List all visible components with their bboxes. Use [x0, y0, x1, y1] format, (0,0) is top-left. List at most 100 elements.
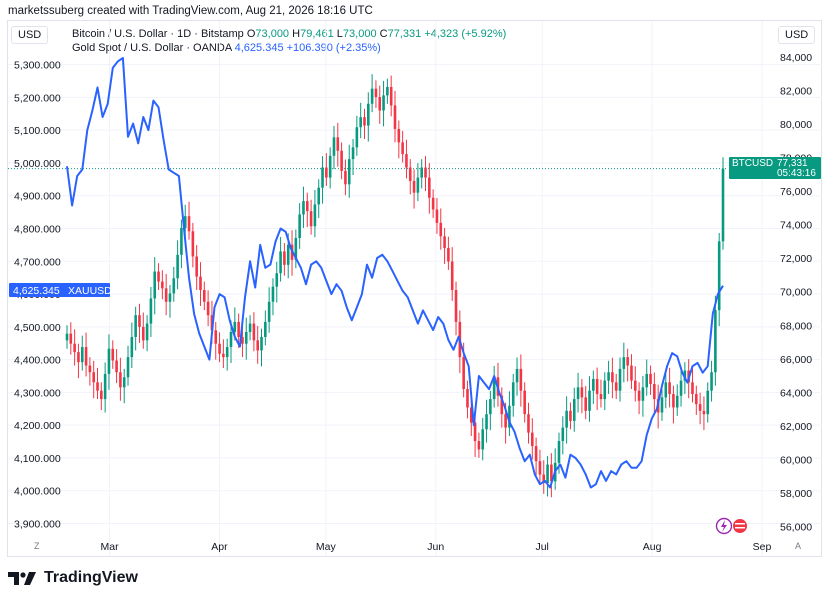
- flag-stripe-icon: [735, 523, 745, 525]
- btc-candle-body: [199, 276, 202, 291]
- btc-candle-body: [92, 372, 95, 383]
- btc-candle-body: [584, 397, 587, 411]
- btc-candle-body: [103, 373, 107, 400]
- xauusd-tag-value: 4,625.345: [13, 285, 60, 297]
- btc-candle-body: [229, 331, 233, 348]
- btc-candle-body: [325, 167, 328, 178]
- btc-candle-body: [439, 222, 443, 237]
- btc-candle-body: [115, 360, 118, 373]
- btc-symbol-name: Bitcoin / U.S. Dollar · 1D · Bitstamp: [72, 28, 244, 40]
- right-axis-tick-label: 66,000: [780, 354, 812, 366]
- btcusd-tag-value: 77,331: [777, 158, 808, 169]
- btc-candle-body: [420, 167, 423, 178]
- btc-candle-body: [435, 209, 439, 223]
- left-axis-tick-label: 4,300.000: [14, 387, 61, 399]
- left-axis-tick-label: 4,800.000: [14, 223, 61, 235]
- gold-legend-row[interactable]: Gold Spot / U.S. Dollar · OANDA 4,625.34…: [72, 41, 506, 55]
- btc-candle-body: [321, 167, 324, 188]
- btc-candle-body: [473, 422, 477, 442]
- time-axis-label: May: [316, 541, 337, 553]
- btc-candle-body: [477, 441, 481, 450]
- right-axis-tick-label: 64,000: [780, 387, 812, 399]
- left-axis-tick-label: 4,700.000: [14, 256, 61, 268]
- btc-candle-body: [279, 251, 282, 274]
- btc-candle-body: [69, 333, 73, 344]
- xauusd-tag-label: XAUUSD: [68, 285, 112, 297]
- left-price-axis: 5,300.000 5,200.000 5,100.000 5,000.000 4,90…: [14, 60, 61, 531]
- us-flag-event-icon: [732, 518, 748, 534]
- btc-candle-body: [611, 372, 614, 383]
- btc-candle-body: [431, 197, 435, 210]
- chart-frame[interactable]: [7, 20, 822, 557]
- btc-candle-body: [717, 241, 721, 311]
- right-price-axis: 84,00082,00080,00078,00076,00074,00072,0…: [780, 52, 812, 534]
- btc-candle-body: [241, 337, 244, 344]
- event-icons[interactable]: [715, 517, 748, 535]
- left-axis-tick-label: 4,100.000: [14, 453, 61, 465]
- btc-candle-body: [664, 382, 668, 398]
- btc-candle-body: [195, 256, 198, 277]
- price-chart[interactable]: 5,300.000 5,200.000 5,100.000 5,000.000 4,90…: [0, 0, 831, 560]
- btc-candle-body: [367, 103, 370, 126]
- btc-candle-body: [237, 321, 240, 337]
- btc-candle-body: [252, 323, 256, 341]
- left-axis-tick-label: 4,900.000: [14, 191, 61, 203]
- btc-candle-body: [286, 244, 290, 265]
- btc-legend-row[interactable]: Bitcoin / U.S. Dollar · 1D · Bitstamp O7…: [72, 27, 506, 41]
- time-axis-label: Jul: [535, 541, 548, 553]
- btc-candle-body: [447, 248, 450, 262]
- btc-candle-body: [347, 159, 351, 185]
- btc-candle-body: [538, 461, 542, 475]
- btc-candles: [65, 74, 725, 498]
- btc-candle-body: [710, 372, 713, 391]
- btc-candle-body: [386, 86, 389, 96]
- left-axis-tick-label: 5,300.000: [14, 60, 61, 72]
- btc-candle-body: [397, 128, 401, 143]
- btc-candle-body: [305, 201, 309, 212]
- btc-candle-body: [309, 211, 313, 227]
- btc-candle-body: [469, 407, 473, 423]
- btc-candle-body: [500, 395, 504, 415]
- tradingview-logo[interactable]: TradingView: [8, 569, 138, 587]
- btc-candle-body: [264, 321, 267, 337]
- btc-candle-body: [649, 373, 652, 384]
- btc-candle-body: [576, 387, 580, 400]
- btc-candle-body: [675, 395, 679, 408]
- btc-candle-body: [633, 380, 637, 391]
- btc-candle-body: [519, 368, 523, 391]
- btc-candle-body: [244, 331, 248, 344]
- right-axis-tick-label: 74,000: [780, 220, 812, 232]
- btc-candle-body: [546, 464, 549, 483]
- btc-candle-body: [267, 301, 271, 322]
- btc-close-label: C: [379, 28, 388, 40]
- zoom-corner-button[interactable]: Z: [34, 541, 40, 551]
- btc-candle-body: [168, 293, 172, 302]
- btc-candle-body: [714, 310, 717, 373]
- btc-candle-body: [302, 201, 305, 215]
- left-axis-tick-label: 5,200.000: [14, 92, 61, 104]
- left-scale-currency-badge[interactable]: USD: [11, 26, 49, 44]
- right-scale-currency-badge[interactable]: USD: [778, 26, 816, 44]
- time-axis: Mar Apr May Jun Jul Aug Sep: [101, 541, 772, 553]
- btc-candle-body: [222, 353, 225, 358]
- btc-candle-body: [401, 142, 404, 155]
- right-axis-tick-label: 56,000: [780, 522, 812, 534]
- btc-candle-body: [149, 298, 153, 324]
- btc-candle-body: [275, 273, 279, 287]
- btc-candle-body: [504, 414, 507, 428]
- left-axis-tick-label: 4,200.000: [14, 420, 61, 432]
- btc-candle-body: [523, 390, 526, 415]
- btc-candle-body: [641, 387, 645, 401]
- btc-candle-body: [572, 399, 576, 421]
- attribution-text: marketssuberg created with TradingView.c…: [8, 5, 373, 17]
- btc-candle-body: [84, 347, 88, 366]
- btc-candle-body: [508, 405, 511, 428]
- btc-candle-body: [393, 105, 397, 129]
- left-axis-tick-label: 4,500.000: [14, 322, 61, 334]
- btc-candle-body: [145, 323, 149, 341]
- auto-scale-corner-button[interactable]: A: [795, 541, 802, 551]
- btc-candle-body: [721, 168, 725, 242]
- btc-candle-body: [672, 394, 675, 408]
- left-axis-tick-label: 4,000.000: [14, 486, 61, 498]
- btc-candle-body: [187, 216, 191, 232]
